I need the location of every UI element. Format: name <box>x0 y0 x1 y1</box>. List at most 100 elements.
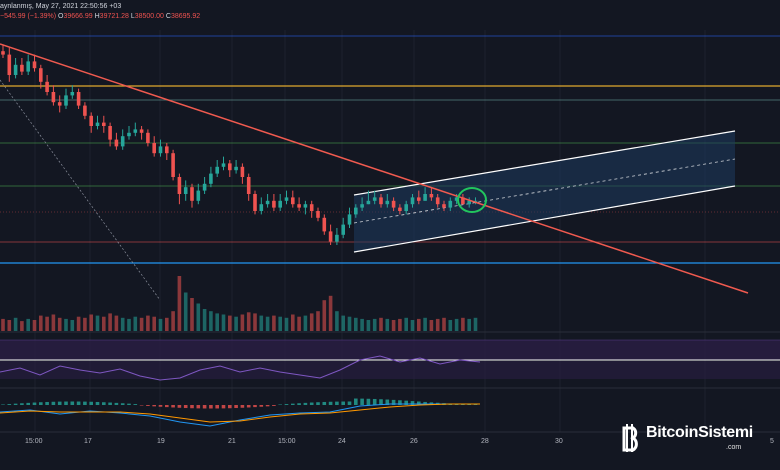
candle[interactable] <box>309 204 314 211</box>
candle[interactable] <box>473 200 478 202</box>
macd-bar <box>133 404 138 405</box>
candle[interactable] <box>20 64 24 72</box>
candle[interactable] <box>341 224 345 235</box>
candle[interactable] <box>102 122 106 126</box>
candle[interactable] <box>385 200 390 205</box>
candle[interactable] <box>108 126 112 140</box>
candle[interactable] <box>246 177 251 194</box>
candle[interactable] <box>366 200 371 205</box>
candle[interactable] <box>379 197 383 205</box>
candle[interactable] <box>95 122 100 126</box>
candle[interactable] <box>183 187 188 194</box>
candle[interactable] <box>196 190 201 201</box>
macd-bar <box>234 405 238 409</box>
candle[interactable] <box>209 173 213 184</box>
macd-bar <box>297 403 301 405</box>
candle[interactable] <box>221 163 226 167</box>
candle[interactable] <box>272 200 276 208</box>
candlesticks[interactable] <box>1 44 478 245</box>
candle[interactable] <box>171 153 175 177</box>
candle[interactable] <box>83 105 87 116</box>
candle[interactable] <box>146 132 150 143</box>
candle[interactable] <box>265 200 270 205</box>
candle[interactable] <box>215 166 219 174</box>
candle[interactable] <box>89 115 93 126</box>
candle[interactable] <box>1 51 5 55</box>
macd-bar <box>13 403 18 405</box>
candle[interactable] <box>39 68 43 82</box>
candle[interactable] <box>57 102 62 106</box>
candle[interactable] <box>139 129 144 133</box>
x-tick: 5 <box>770 438 774 445</box>
candle[interactable] <box>133 129 138 133</box>
candle[interactable] <box>51 92 56 103</box>
candle[interactable] <box>410 197 415 205</box>
candle[interactable] <box>347 214 352 225</box>
candle[interactable] <box>152 143 156 154</box>
candle[interactable] <box>417 197 421 201</box>
volume-bar <box>410 320 415 331</box>
candle[interactable] <box>404 204 408 211</box>
candle[interactable] <box>467 200 471 205</box>
candle[interactable] <box>240 166 245 177</box>
candle[interactable] <box>228 163 232 171</box>
macd-bar <box>83 401 87 405</box>
candle[interactable] <box>158 146 163 154</box>
candle[interactable] <box>291 197 295 205</box>
candle[interactable] <box>13 64 18 75</box>
channel-mid-line[interactable] <box>353 158 736 224</box>
candle[interactable] <box>45 81 49 92</box>
candle[interactable] <box>442 204 446 208</box>
candle[interactable] <box>32 61 37 69</box>
candle[interactable] <box>76 92 81 106</box>
candle[interactable] <box>316 211 320 218</box>
candle[interactable] <box>253 194 257 211</box>
candle[interactable] <box>120 136 125 147</box>
candle[interactable] <box>461 197 465 205</box>
macd-bar <box>316 402 320 405</box>
macd-bar <box>228 405 232 409</box>
candle[interactable] <box>165 146 169 154</box>
volume-bar <box>234 316 238 331</box>
channel-lower-line[interactable] <box>353 185 736 253</box>
candle[interactable] <box>114 139 119 147</box>
candle[interactable] <box>303 204 308 208</box>
descending-trendline[interactable] <box>0 43 749 294</box>
candle[interactable] <box>26 61 30 72</box>
candle[interactable] <box>190 187 194 201</box>
candle[interactable] <box>335 234 339 242</box>
macd-bar <box>341 401 345 405</box>
candle[interactable] <box>259 204 264 211</box>
candle[interactable] <box>372 197 377 201</box>
candle[interactable] <box>202 183 207 191</box>
candle[interactable] <box>322 217 327 232</box>
candle[interactable] <box>354 207 358 215</box>
candle[interactable] <box>127 132 131 137</box>
candle[interactable] <box>398 207 402 211</box>
candle[interactable] <box>454 197 459 201</box>
candle[interactable] <box>423 194 427 201</box>
candle[interactable] <box>328 231 333 242</box>
candle[interactable] <box>70 92 75 96</box>
candle[interactable] <box>177 177 182 194</box>
candle[interactable] <box>234 166 238 171</box>
x-tick: 15:00 <box>25 438 43 445</box>
watermark-text: BitcoinSistemi <box>646 424 753 441</box>
volume-bar <box>454 318 459 331</box>
volume-bar <box>228 315 232 331</box>
candle[interactable] <box>435 197 440 205</box>
candle[interactable] <box>448 200 453 208</box>
candle[interactable] <box>64 95 68 106</box>
volume-bar <box>385 318 390 331</box>
candle[interactable] <box>284 197 289 201</box>
candle[interactable] <box>429 194 434 198</box>
volume-bar <box>442 317 446 331</box>
candle[interactable] <box>7 54 12 75</box>
channel-upper-line[interactable] <box>353 130 736 196</box>
candle[interactable] <box>360 204 364 208</box>
candle[interactable] <box>297 204 301 208</box>
candle[interactable] <box>391 200 396 208</box>
candle[interactable] <box>278 200 282 208</box>
x-tick: 19 <box>157 438 165 445</box>
